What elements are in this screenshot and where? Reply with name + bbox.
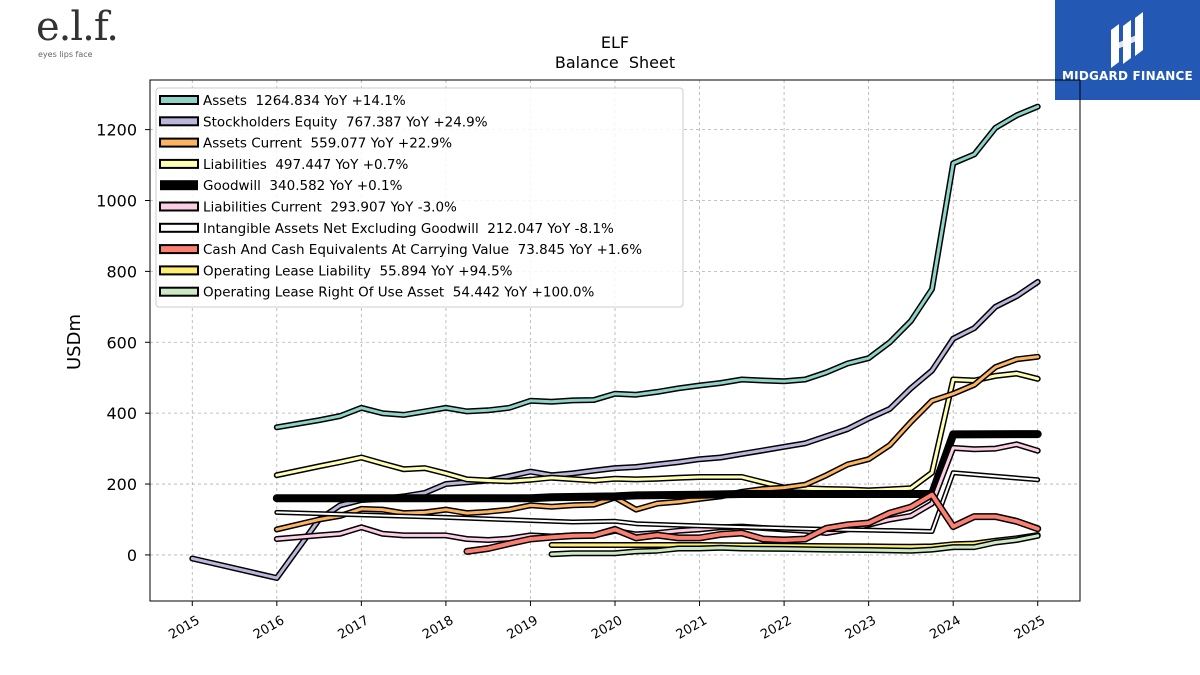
series-operating-lease-right-of-use-asset <box>548 532 1041 558</box>
legend-swatch <box>159 158 199 169</box>
legend-swatch <box>159 116 199 127</box>
legend-entry: Operating Lease Liability 55.894 YoY +94… <box>159 263 513 279</box>
legend-entry: Liabilities Current 293.907 YoY -3.0% <box>159 200 457 216</box>
series-line <box>272 430 1042 503</box>
midgard-finance-logo: MIDGARD FINANCE <box>1055 0 1200 100</box>
legend-entry: Assets 1264.834 YoY +14.1% <box>159 93 406 109</box>
y-tick-label: 1200 <box>96 121 137 140</box>
legend-swatch <box>159 222 199 233</box>
y-tick-label: 800 <box>106 262 137 281</box>
legend-label: Operating Lease Liability 55.894 YoY +94… <box>203 263 513 279</box>
legend-label: Liabilities Current 293.907 YoY -3.0% <box>203 200 457 216</box>
legend-label: Operating Lease Right Of Use Asset 54.44… <box>203 285 595 301</box>
y-tick-label: 200 <box>106 475 137 494</box>
y-tick-label: 400 <box>106 404 137 423</box>
y-tick-label: 0 <box>127 546 137 565</box>
series-goodwill <box>272 430 1042 503</box>
legend-entry: Operating Lease Right Of Use Asset 54.44… <box>159 285 595 301</box>
legend-swatch <box>159 286 199 297</box>
series-line <box>275 471 1039 533</box>
y-tick-label: 1000 <box>96 192 137 211</box>
series-line <box>275 442 1040 542</box>
elf-logo: e.l.f. eyes lips face <box>30 4 119 62</box>
x-tick-label: 2023 <box>843 613 879 643</box>
series-liabilities <box>273 370 1041 494</box>
series-lines <box>189 103 1042 581</box>
legend-label: Liabilities 497.447 YoY +0.7% <box>203 157 408 173</box>
x-tick-label: 2022 <box>758 613 794 643</box>
x-tick-label: 2021 <box>674 613 710 643</box>
legend-entry: Assets Current 559.077 YoY +22.9% <box>159 136 452 152</box>
legend-entry: Intangible Assets Net Excluding Goodwill… <box>159 221 614 237</box>
legend-entry: Cash And Cash Equivalents At Carrying Va… <box>159 242 642 258</box>
chart-title: ELF <box>601 33 629 52</box>
series-line <box>465 492 1040 554</box>
series-line <box>275 372 1040 492</box>
x-tick-label: 2018 <box>420 613 456 643</box>
legend: Assets 1264.834 YoY +14.1% Stockholders E… <box>155 87 684 308</box>
legend-entry: Stockholders Equity 767.387 YoY +24.9% <box>159 114 488 130</box>
series-assets-current <box>273 353 1041 533</box>
series-line <box>550 534 1040 556</box>
x-tick-label: 2025 <box>1012 613 1048 643</box>
legend-entry: Liabilities 497.447 YoY +0.7% <box>159 157 408 173</box>
y-axis-label: USDm <box>64 314 85 370</box>
grid-lines <box>150 80 1080 601</box>
series-line <box>275 105 1040 429</box>
series-cash-and-cash-equivalents-at-carrying-value <box>463 491 1042 555</box>
x-tick-label: 2019 <box>505 613 541 643</box>
legend-swatch <box>159 137 199 148</box>
legend-swatch <box>159 95 199 105</box>
legend-box <box>155 87 684 308</box>
x-tick-label: 2015 <box>166 613 202 643</box>
series-assets <box>273 103 1041 431</box>
x-tick-label: 2016 <box>251 613 287 643</box>
legend-entry: Goodwill 340.582 YoY +0.1% <box>160 178 403 194</box>
legend-swatch <box>159 244 199 255</box>
midgard-logo-icon <box>1111 12 1143 68</box>
midgard-finance-name: MIDGARD FINANCE <box>1062 69 1193 83</box>
legend-swatch <box>159 201 199 212</box>
x-tick-label: 2017 <box>336 613 372 643</box>
legend-swatch <box>159 265 199 276</box>
series-liabilities-current <box>273 441 1041 543</box>
x-tick-label: 2024 <box>927 613 963 643</box>
legend-label: Assets Current 559.077 YoY +22.9% <box>203 136 452 152</box>
chart-subtitle: Balance Sheet <box>555 53 675 72</box>
legend-label: Goodwill 340.582 YoY +0.1% <box>203 178 403 194</box>
legend-label: Cash And Cash Equivalents At Carrying Va… <box>203 242 642 258</box>
legend-label: Intangible Assets Net Excluding Goodwill… <box>203 221 614 237</box>
plot-frame <box>149 79 1081 602</box>
y-tick-label: 600 <box>106 333 137 352</box>
series-line <box>275 355 1040 531</box>
elf-logo-mark: e.l.f. <box>36 4 119 50</box>
x-tick-label: 2020 <box>589 613 625 643</box>
elf-logo-tagline: eyes lips face <box>38 50 93 59</box>
legend-label: Assets 1264.834 YoY +14.1% <box>203 93 406 109</box>
legend-label: Stockholders Equity 767.387 YoY +24.9% <box>203 114 488 130</box>
series-intangible-assets-net-excluding-goodwill <box>274 470 1041 534</box>
legend-swatch <box>160 180 198 191</box>
